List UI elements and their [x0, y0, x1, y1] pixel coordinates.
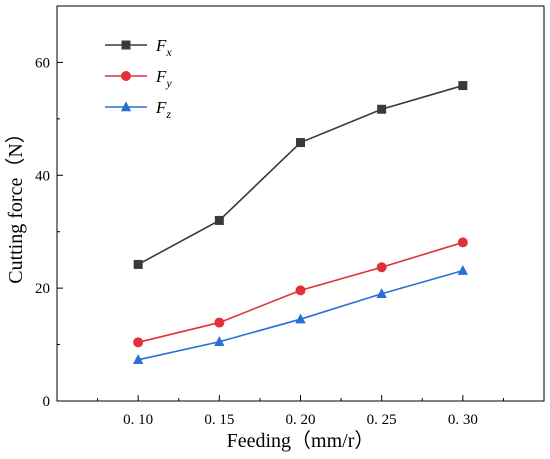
- series-line: [137, 84, 464, 266]
- y-axis: 0 20 40 60: [35, 5, 63, 410]
- data-point: [133, 337, 144, 348]
- data-point: [214, 215, 224, 225]
- series-Fx: [133, 81, 468, 269]
- legend-label: Fy: [155, 67, 172, 90]
- data-point: [132, 354, 144, 365]
- data-point: [457, 264, 469, 275]
- y-tick-label: 40: [35, 168, 50, 184]
- data-point: [295, 313, 306, 324]
- data-point: [458, 81, 468, 91]
- legend-label: Fx: [155, 36, 172, 59]
- x-tick-label: 0. 20: [286, 412, 316, 428]
- legend-marker: [121, 40, 131, 50]
- data-point: [376, 262, 387, 273]
- legend-marker: [120, 101, 132, 112]
- y-tick-label: 0: [43, 394, 51, 410]
- plot-area: [56, 5, 545, 402]
- x-tick-label: 0. 10: [123, 412, 153, 428]
- legend-entry: Fx: [105, 36, 172, 59]
- series-Fy: [133, 237, 468, 348]
- legend-entry: Fz: [105, 98, 171, 121]
- legend-label: Fz: [155, 98, 171, 121]
- data-point: [377, 104, 387, 114]
- y-axis-title: Cutting force（N）: [4, 123, 27, 284]
- data-point: [295, 285, 306, 296]
- data-point: [214, 317, 225, 328]
- series-Fz: [132, 264, 469, 365]
- data-point: [457, 237, 468, 248]
- data-point: [214, 336, 225, 347]
- legend-marker: [121, 71, 131, 81]
- legend: Fx Fy Fz: [105, 36, 172, 121]
- data-point: [296, 138, 305, 148]
- x-axis: 0. 10 0. 15 0. 20 0. 25 0. 30: [97, 395, 504, 428]
- data-point: [376, 288, 387, 299]
- x-tick-label: 0. 30: [448, 412, 478, 428]
- plot-border: [56, 5, 545, 402]
- y-tick-label: 60: [35, 55, 50, 71]
- x-tick-label: 0. 15: [204, 412, 234, 428]
- y-tick-label: 20: [35, 281, 50, 297]
- data-point: [133, 259, 143, 269]
- x-axis-title: Feeding（mm/r）: [227, 429, 375, 452]
- x-tick-label: 0. 25: [367, 412, 397, 428]
- legend-entry: Fy: [105, 67, 172, 90]
- series-layer: [132, 81, 469, 365]
